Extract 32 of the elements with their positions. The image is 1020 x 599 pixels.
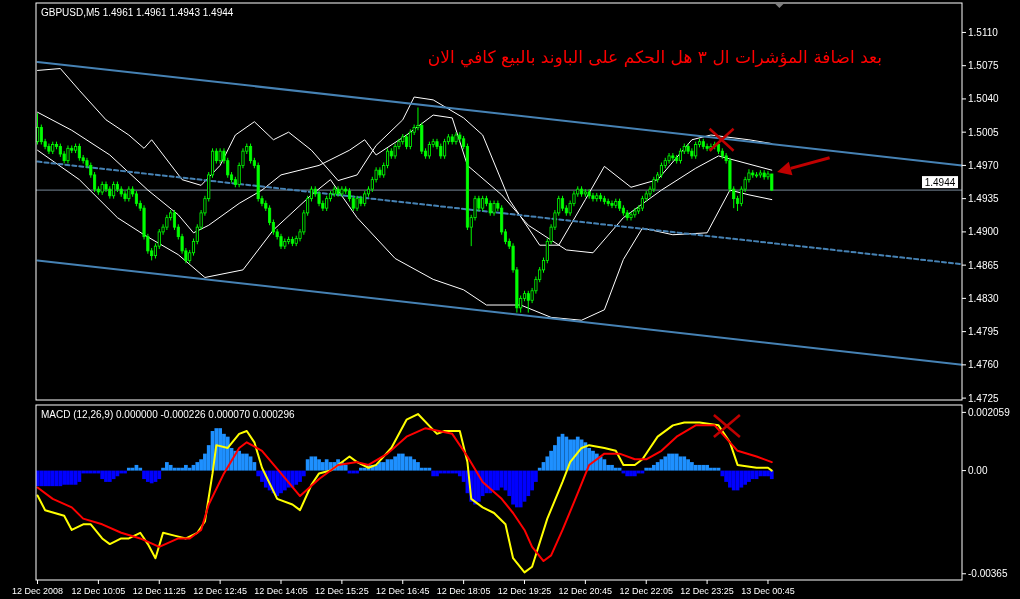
y-tick-label: 0.002059 (968, 406, 1011, 418)
chart-title: MACD (12,26,9) 0.000000 -0.000226 0.000070 0.000296 (41, 409, 295, 420)
y-tick-label: -0.00365 (968, 568, 1008, 580)
y-tick-label: 1.4725 (968, 392, 1000, 404)
chart-title: GBPUSD,M5 1.4961 1.4961 1.4943 1.4944 (41, 7, 234, 18)
x-tick-label: 12 Dec 20:45 (558, 586, 613, 596)
y-tick-label: 1.5075 (968, 60, 1000, 72)
x-tick-label: 12 Dec 16:45 (375, 586, 430, 596)
x-tick-label: 12 Dec 12:45 (193, 586, 247, 596)
y-tick-label: 1.4865 (968, 259, 1000, 271)
x-tick-label: 12 Dec 23:25 (680, 586, 734, 596)
x-tick-label: 12 Dec 15:25 (315, 586, 369, 596)
y-tick-label: 0.00 (968, 465, 988, 477)
y-tick-label: 1.4795 (968, 326, 1000, 338)
y-tick-label: 1.4900 (968, 226, 1000, 238)
x-tick-label: 13 Dec 00:45 (741, 586, 795, 596)
x-tick-label: 12 Dec 22:05 (619, 586, 674, 596)
y-tick-label: 1.4760 (968, 359, 1000, 371)
ref-line-label: 1.4944 (924, 176, 956, 188)
x-tick-label: 12 Dec 19:25 (497, 586, 552, 596)
y-tick-label: 1.5110 (968, 26, 999, 38)
y-tick-label: 1.4830 (968, 292, 1000, 304)
x-tick-label: 12 Dec 2008 (12, 586, 64, 596)
y-tick-label: 1.5005 (968, 126, 1000, 138)
y-tick-label: 1.4935 (968, 193, 1000, 205)
x-tick-label: 12 Dec 14:05 (254, 586, 308, 596)
x-tick-label: 12 Dec 11:25 (132, 586, 186, 596)
annotation: بعد اضافة المؤشرات ال ٣ هل الحكم على الباوند بالبيع كافي الان (427, 47, 882, 68)
x-tick-label: 12 Dec 18:05 (436, 586, 491, 596)
x-tick-label: 12 Dec 10:05 (71, 586, 126, 596)
y-tick-label: 1.5040 (968, 93, 1000, 105)
y-tick-label: 1.4970 (968, 159, 1000, 171)
